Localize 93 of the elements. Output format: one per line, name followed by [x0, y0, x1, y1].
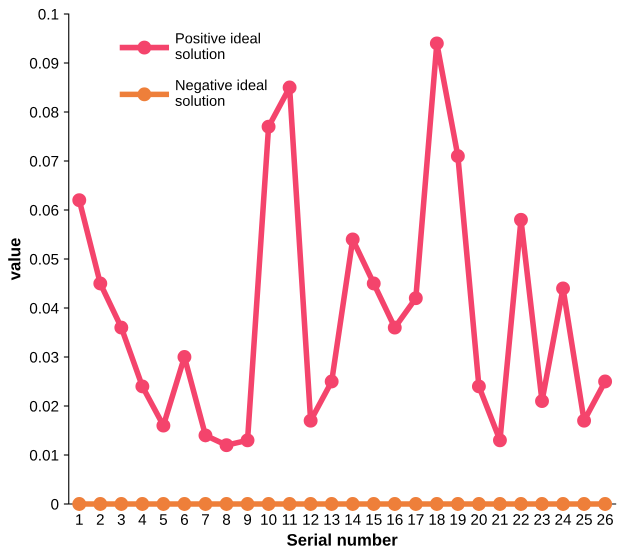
point [282, 80, 297, 94]
x-tick-label: 24 [555, 514, 572, 525]
y-tick-label: 0.06 [30, 204, 58, 216]
x-tick-label: 8 [222, 514, 230, 525]
y-tick-label: 0.05 [30, 254, 58, 265]
x-tick-label: 1 [76, 514, 83, 525]
point [240, 433, 254, 448]
point [535, 497, 549, 511]
point [472, 379, 486, 394]
y-tick-label: 0.03 [30, 352, 58, 363]
point [198, 497, 212, 511]
point [324, 497, 339, 511]
point [388, 497, 402, 511]
point [346, 497, 360, 511]
legend-label: Negative ideal solution [175, 80, 266, 106]
point [262, 120, 276, 134]
point [472, 497, 486, 511]
point [304, 414, 318, 428]
x-tick-label: 18 [430, 514, 445, 525]
x-tick-label: 5 [160, 514, 168, 525]
x-tick-label: 16 [387, 514, 403, 525]
x-tick-label: 9 [244, 514, 252, 525]
point [72, 193, 86, 208]
point [324, 374, 339, 388]
x-tick-label: 7 [202, 514, 209, 525]
point [577, 497, 592, 511]
y-tick-label: 0.08 [30, 106, 58, 118]
point [220, 438, 234, 452]
point [598, 497, 612, 511]
y-axis-title: value [8, 238, 20, 280]
y-tick-label: 0.09 [30, 58, 58, 69]
x-tick-label: 20 [471, 514, 487, 525]
point [220, 497, 234, 511]
point [262, 497, 276, 511]
point [282, 497, 297, 511]
point [556, 497, 570, 511]
point [114, 320, 128, 335]
point [430, 36, 444, 50]
point [514, 212, 528, 227]
point [346, 232, 360, 246]
y-tick-label: 0.04 [30, 302, 59, 314]
point [177, 497, 192, 511]
point [598, 374, 612, 388]
point [114, 497, 128, 511]
x-axis-title: Serial number [287, 534, 398, 546]
x-tick-label: 12 [303, 514, 318, 525]
x-tick-label: 19 [450, 514, 466, 525]
x-tick-label: 11 [282, 514, 297, 525]
point [156, 497, 170, 511]
x-tick-label: 2 [96, 514, 104, 525]
point [135, 379, 150, 394]
x-tick-label: 3 [118, 514, 125, 525]
point [492, 497, 507, 511]
point [72, 497, 86, 511]
legend-label: Positive ideal solution [175, 32, 260, 60]
point [535, 394, 549, 408]
point [408, 497, 423, 511]
point [577, 414, 592, 428]
point [198, 428, 212, 442]
point [240, 497, 254, 511]
point [156, 418, 170, 433]
y-tick-label: 0.01 [30, 450, 58, 461]
x-tick-label: 6 [180, 514, 188, 525]
x-tick-label: 22 [513, 514, 529, 525]
point [450, 497, 465, 511]
y-tick-label: 0.02 [30, 400, 58, 412]
x-tick-label: 15 [366, 514, 382, 525]
point [93, 276, 108, 290]
y-tick-label: 0.1 [38, 8, 58, 20]
point [366, 497, 381, 511]
point [177, 350, 192, 364]
x-tick-label: 10 [261, 514, 276, 525]
point [514, 497, 528, 511]
point [304, 497, 318, 511]
point [408, 291, 423, 306]
x-tick-label: 26 [597, 514, 613, 525]
point [450, 149, 465, 164]
point [430, 497, 444, 511]
y-tick-label: 0 [51, 498, 58, 510]
x-tick-label: 17 [408, 514, 424, 525]
point [93, 497, 108, 511]
point [388, 320, 402, 335]
x-tick-label: 13 [324, 514, 340, 525]
x-tick-label: 23 [534, 514, 550, 525]
y-tick-label: 0.07 [30, 156, 58, 167]
point [135, 497, 150, 511]
x-tick-label: 4 [138, 514, 146, 525]
x-tick-label: 21 [492, 514, 508, 525]
x-tick-label: 14 [345, 514, 361, 525]
x-tick-label: 25 [576, 514, 592, 525]
point [556, 281, 570, 296]
point [492, 433, 507, 448]
point [366, 276, 381, 290]
